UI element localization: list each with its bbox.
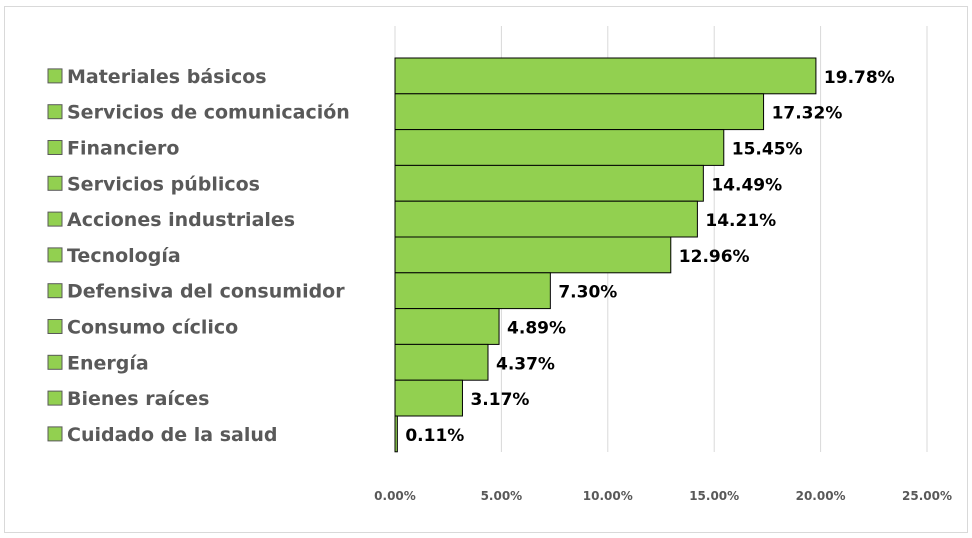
data-label: 14.21%: [705, 211, 776, 231]
x-tick-label: 15.00%: [689, 489, 739, 503]
data-label: 4.89%: [507, 319, 566, 339]
bar: [394, 129, 725, 166]
data-label: 4.37%: [496, 354, 555, 374]
category-label: Tecnología: [67, 245, 181, 267]
category-label: Acciones industriales: [67, 209, 295, 231]
bar: [394, 93, 765, 131]
legend-marker: [47, 390, 63, 406]
bars: [394, 57, 817, 453]
legend-marker: [47, 354, 63, 370]
legend-marker: [47, 104, 63, 120]
data-label: 17.32%: [772, 104, 843, 124]
legend-marker: [47, 426, 63, 442]
bar: [394, 272, 551, 310]
bar: [394, 343, 489, 381]
bar: [394, 57, 817, 95]
bar: [394, 236, 672, 274]
data-label: 0.11%: [405, 426, 464, 446]
data-label: 12.96%: [679, 247, 750, 267]
x-tick-label: 25.00%: [902, 489, 952, 503]
category-label: Energía: [67, 352, 149, 374]
bar: [394, 415, 398, 453]
data-label: 14.49%: [711, 175, 782, 195]
x-tick-label: 10.00%: [583, 489, 633, 503]
legend-marker: [47, 283, 63, 299]
legend-marker: [47, 211, 63, 227]
category-label: Financiero: [67, 138, 179, 160]
data-labels: 19.78% 17.32% 15.45% 14.49% 14.21% 12.96% 7.30…: [405, 68, 894, 446]
data-label: 15.45%: [732, 140, 803, 160]
bar: [394, 308, 500, 345]
x-tick-label: 20.00%: [796, 489, 846, 503]
bar: [394, 200, 698, 238]
category-label: Bienes raíces: [67, 388, 209, 410]
category-label: Materiales básicos: [67, 66, 267, 88]
category-label: Cuidado de la salud: [67, 424, 278, 446]
legend-marker: [47, 319, 63, 334]
category-label: Defensiva del consumidor: [67, 281, 345, 303]
x-tick-label: 0.00%: [374, 489, 416, 503]
category-label: Servicios de comunicación: [67, 102, 350, 124]
data-label: 19.78%: [824, 68, 895, 88]
x-tick-label: 5.00%: [481, 489, 523, 503]
legend-marker: [47, 68, 63, 84]
data-label: 3.17%: [470, 390, 529, 410]
legend-marker: [47, 175, 63, 191]
legend-marker: [47, 247, 63, 263]
data-label: 7.30%: [558, 283, 617, 303]
bar: [394, 164, 704, 202]
x-axis-ticks: 0.00% 5.00% 10.00% 15.00% 20.00% 25.00%: [374, 489, 952, 503]
category-label: Consumo cíclico: [67, 317, 238, 339]
category-label: Servicios públicos: [67, 173, 260, 195]
category-legend: Materiales básicos Servicios de comunicac…: [47, 66, 350, 446]
bar: [394, 379, 463, 417]
legend-marker: [47, 140, 63, 155]
